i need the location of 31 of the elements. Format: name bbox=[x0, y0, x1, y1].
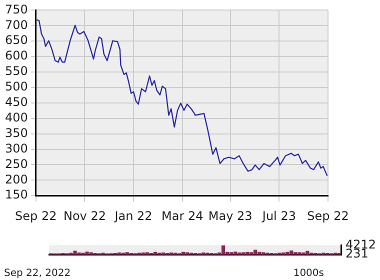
x-tick-label: Nov 22 bbox=[63, 208, 106, 223]
x-tick-label: Jan 22 bbox=[114, 208, 152, 223]
bar bbox=[233, 252, 238, 255]
bar bbox=[229, 252, 234, 255]
y-tick-label: 250 bbox=[5, 156, 28, 171]
bar bbox=[85, 252, 89, 255]
y-tick-label: 650 bbox=[5, 33, 28, 48]
bar bbox=[250, 252, 254, 255]
y-tick-label: 300 bbox=[5, 141, 28, 156]
x-tick-label: Sep 22 bbox=[15, 208, 57, 223]
y-tick-label: 600 bbox=[5, 48, 28, 63]
bar bbox=[221, 245, 226, 255]
x-tick-label: Jul 23 bbox=[261, 208, 296, 223]
text: 1000s bbox=[293, 268, 324, 279]
y-tick-label: 550 bbox=[5, 64, 28, 78]
bar bbox=[125, 252, 129, 255]
bar bbox=[73, 250, 77, 255]
y-tick-label: 400 bbox=[5, 110, 28, 124]
y-tick-label: 500 bbox=[5, 80, 28, 94]
bar bbox=[290, 250, 294, 255]
y-tick-label: 750 bbox=[5, 2, 28, 16]
x-tick-label: May 23 bbox=[208, 208, 252, 223]
bar bbox=[294, 252, 298, 255]
y-tick-label: 700 bbox=[5, 18, 28, 32]
y-tick-label: 350 bbox=[5, 126, 28, 140]
y-tick-label: 200 bbox=[5, 172, 28, 186]
y-tick-label: 450 bbox=[5, 95, 28, 110]
y-tick-label: 150 bbox=[5, 188, 28, 202]
text: Sep 22, 2022 bbox=[4, 268, 71, 279]
x-tick-label: Mar 24 bbox=[161, 208, 204, 223]
x-tick-label: Sep 22 bbox=[307, 208, 349, 223]
